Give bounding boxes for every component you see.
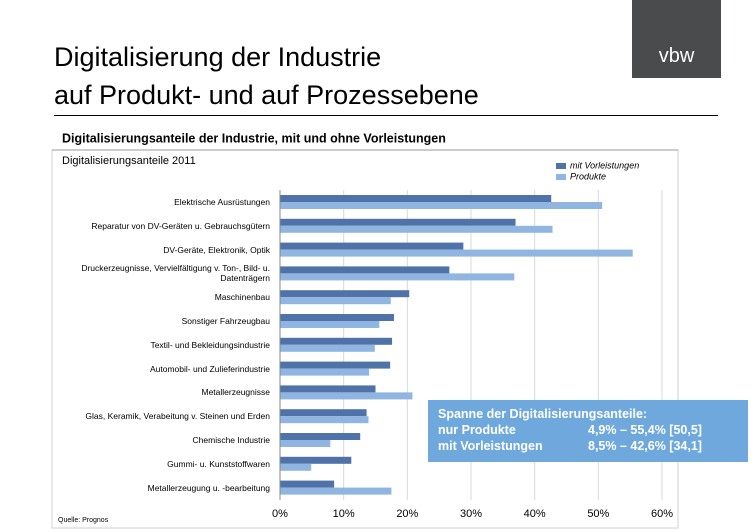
category-label: Glas, Keramik, Verabeitung v. Steinen un…: [85, 411, 270, 422]
category-label: Elektrische Ausrüstungen: [174, 197, 270, 207]
x-tick-label: 40%: [524, 508, 546, 520]
bar: [280, 337, 393, 345]
category-label: Druckerzeugnisse, Vervielfältigung v. To…: [81, 263, 270, 284]
annotation-title: Spanne der Digitalisierungsanteile:: [438, 407, 648, 421]
annotation-value: 8,5% – 42,6% [34,1]: [588, 439, 702, 453]
bar: [280, 368, 370, 376]
bar: [280, 344, 375, 352]
x-tick-label: 0%: [272, 508, 288, 520]
x-tick-label: 10%: [333, 508, 355, 520]
chart-subtitle: Digitalisierungsanteile 2011: [62, 155, 196, 167]
annotation-row: nur Produkte 4,9% – 55,4% [50,5]: [438, 422, 738, 438]
legend-label: Produkte: [570, 171, 606, 181]
x-tick-label: 30%: [460, 508, 482, 520]
legend-label: mit Vorleistungen: [570, 160, 639, 170]
category-label: Automobil- und Zulieferindustrie: [149, 363, 270, 374]
x-tick-label: 20%: [396, 508, 418, 520]
annotation-label: mit Vorleistungen: [438, 439, 543, 453]
chart-title: Digitalisierungsanteile der Industrie, m…: [62, 131, 446, 145]
bar: [280, 202, 603, 209]
x-tick-label: 60%: [651, 508, 673, 520]
annotation-row: mit Vorleistungen 8,5% – 42,6% [34,1]: [438, 438, 738, 454]
x-tick-label: 50%: [587, 508, 609, 520]
slide-title: Digitalisierung der Industrie: [54, 42, 382, 72]
bar: [280, 392, 413, 400]
category-label: Metallerzeugnisse: [201, 387, 270, 398]
bar: [280, 480, 335, 488]
legend-swatch: [556, 174, 566, 180]
bar: [280, 385, 376, 393]
category-label: DV-Geräte, Elektronik, Optik: [163, 244, 270, 255]
annotation-label: nur Produkte: [438, 423, 516, 437]
category-label: Sonstiger Fahrzeugbau: [181, 316, 270, 326]
logo: vbw: [632, 0, 721, 78]
bar: [280, 321, 380, 328]
bar: [280, 195, 552, 202]
bar: [280, 218, 516, 226]
bar: [280, 416, 369, 424]
category-label: Reparatur von DV-Geräten u. Gebrauchsgüt…: [91, 220, 270, 231]
bar: [280, 290, 410, 298]
bar: [280, 225, 553, 233]
bar: [280, 242, 464, 250]
bar: [280, 361, 391, 369]
category-label: Gummi- u. Kunststoffwaren: [167, 458, 270, 469]
bar: [280, 266, 450, 274]
bar: [280, 463, 312, 471]
bar: [280, 273, 515, 281]
annotation: Spanne der Digitalisierungsanteile: nur …: [428, 400, 748, 462]
bar: [280, 314, 394, 321]
divider: [54, 115, 718, 116]
category-label: Metallerzeugung u. -bearbeitung: [147, 482, 270, 493]
bar: [280, 297, 391, 305]
bar: [280, 440, 331, 447]
bar: [280, 433, 361, 440]
bar: [280, 487, 392, 495]
bar: [280, 409, 367, 417]
bar: [280, 456, 352, 464]
source: Quelle: Prognos: [58, 517, 109, 524]
category-label: Chemische Industrie: [192, 435, 270, 445]
category-label: Textil- und Bekleidungsindustrie: [150, 339, 270, 350]
legend-swatch: [556, 163, 566, 169]
bar: [280, 249, 633, 257]
annotation-value: 4,9% – 55,4% [50,5]: [588, 423, 702, 437]
category-label: Maschinenbau: [214, 292, 270, 303]
slide-title: auf Produkt- und auf Prozessebene: [54, 80, 479, 110]
